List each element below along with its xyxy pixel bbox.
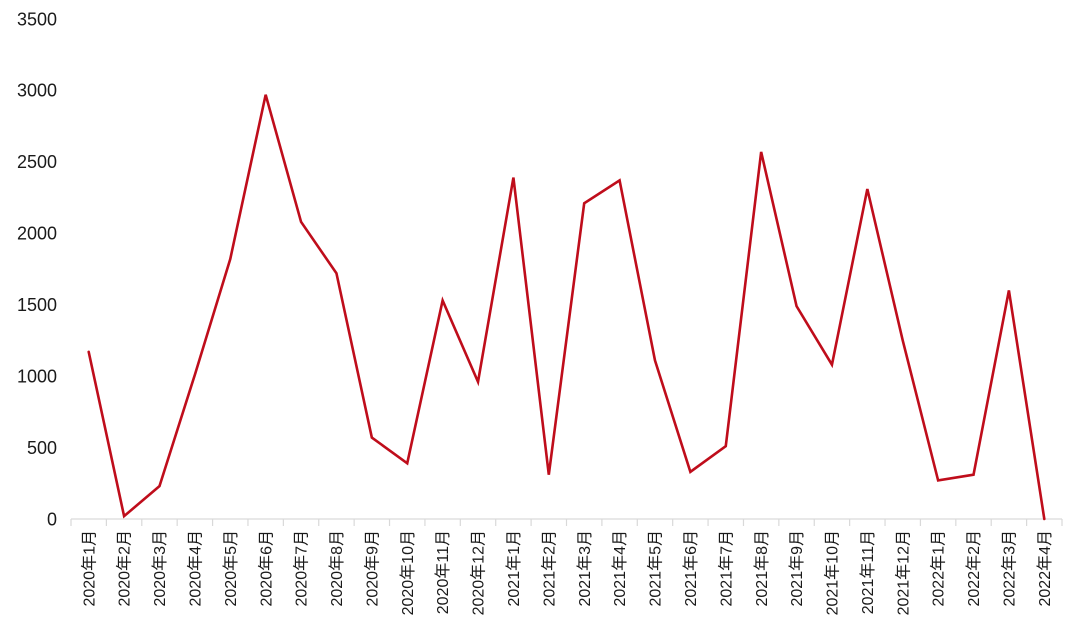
x-axis-tick-label: 2020年12月	[470, 530, 488, 615]
x-axis-tick-label: 2021年10月	[824, 530, 842, 615]
x-axis-tick-label: 2022年4月	[1036, 530, 1054, 607]
x-axis-tick-label: 2020年2月	[116, 530, 134, 607]
y-axis-tick-label: 1500	[17, 295, 57, 315]
x-axis-tick-label: 2021年8月	[753, 530, 771, 607]
x-axis-tick-label: 2020年3月	[151, 530, 169, 607]
x-axis-tick-label: 2020年10月	[399, 530, 417, 615]
x-axis-tick-label: 2020年8月	[328, 530, 346, 607]
x-axis-tick-label: 2021年4月	[611, 530, 629, 607]
x-axis-tick-label: 2021年11月	[859, 530, 877, 614]
x-axis-tick-label: 2021年3月	[576, 530, 594, 607]
x-axis-tick-label: 2020年5月	[222, 530, 240, 607]
y-axis-tick-label: 3000	[17, 81, 57, 101]
x-axis-tick-label: 2021年6月	[682, 530, 700, 607]
x-axis-tick-label: 2020年9月	[363, 530, 381, 607]
series-line	[87, 94, 1046, 521]
x-axis-tick-label: 2020年4月	[186, 530, 204, 607]
y-axis-tick-label: 2000	[17, 224, 57, 244]
y-axis-tick-label: 500	[27, 438, 57, 458]
x-axis-tick-label: 2021年7月	[717, 530, 735, 607]
x-axis-tick-label: 2020年7月	[293, 530, 311, 607]
x-axis-tick-label: 2020年6月	[257, 530, 275, 607]
x-axis-tick-label: 2021年5月	[647, 530, 665, 607]
x-axis-tick-label: 2022年1月	[930, 530, 948, 607]
x-axis-tick-label: 2021年1月	[505, 530, 523, 607]
x-axis-tick-label: 2022年3月	[1001, 530, 1019, 607]
y-axis-tick-label: 0	[47, 509, 57, 529]
x-axis-tick-label: 2021年2月	[540, 530, 558, 607]
y-axis-tick-label: 1000	[17, 366, 57, 386]
x-axis-tick-label: 2020年1月	[80, 530, 98, 607]
x-axis-tick-label: 2022年2月	[965, 530, 983, 607]
x-axis-tick-label: 2021年12月	[894, 530, 912, 615]
x-axis-tick-label: 2020年11月	[434, 530, 452, 614]
y-axis-tick-label: 2500	[17, 152, 57, 172]
x-axis-tick-label: 2021年9月	[788, 530, 806, 607]
y-axis-tick-label: 3500	[17, 9, 57, 29]
